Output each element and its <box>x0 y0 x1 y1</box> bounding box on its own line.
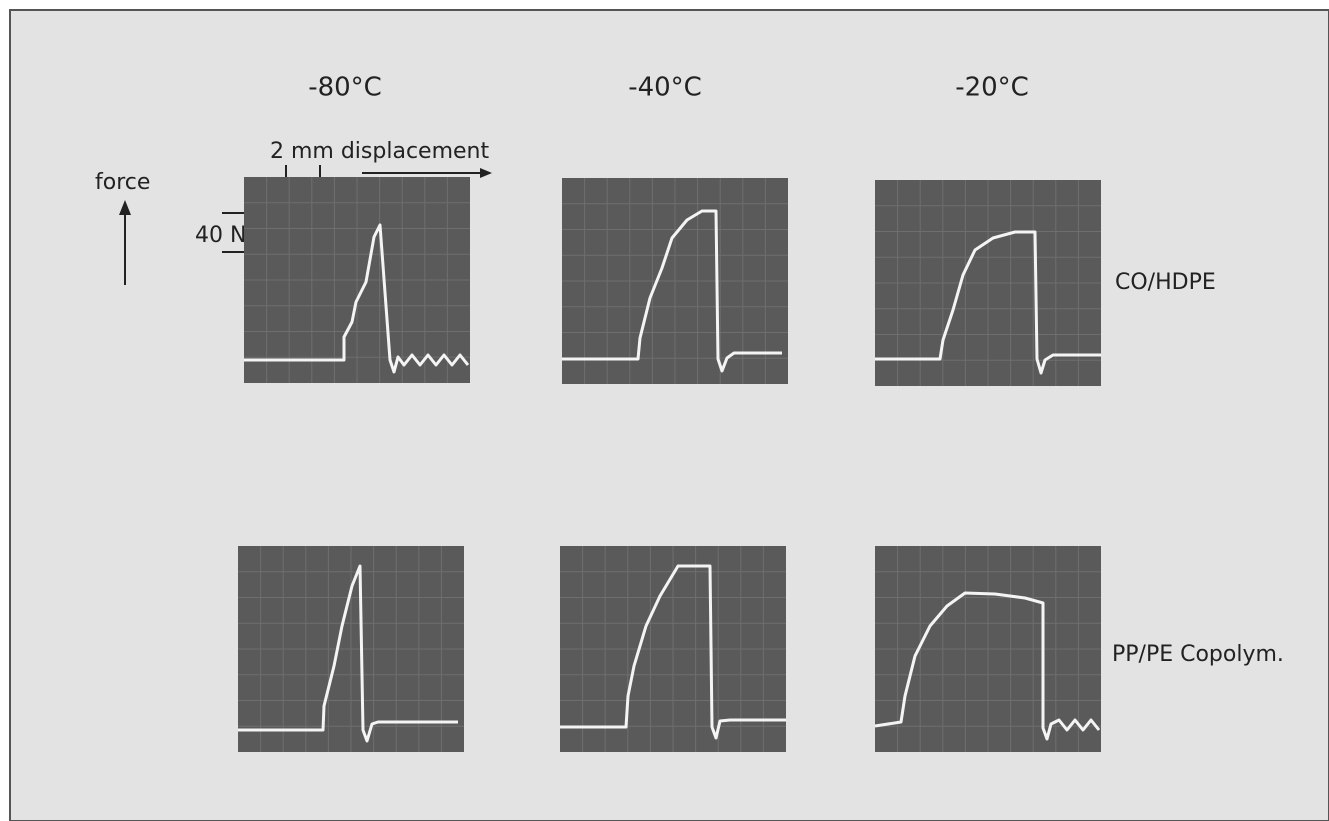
figure: -80°C -40°C -20°C 2 mm displacement forc… <box>0 0 1329 821</box>
force-label: force <box>95 170 150 195</box>
column-header: -20°C <box>955 73 1029 103</box>
force-scale-label: 40 N <box>195 223 246 248</box>
column-header: -80°C <box>308 73 382 103</box>
row-label: CO/HDPE <box>1115 270 1216 295</box>
column-header: -40°C <box>628 73 702 103</box>
row-label: PP/PE Copolym. <box>1112 642 1284 667</box>
displacement-label: 2 mm displacement <box>270 139 489 164</box>
